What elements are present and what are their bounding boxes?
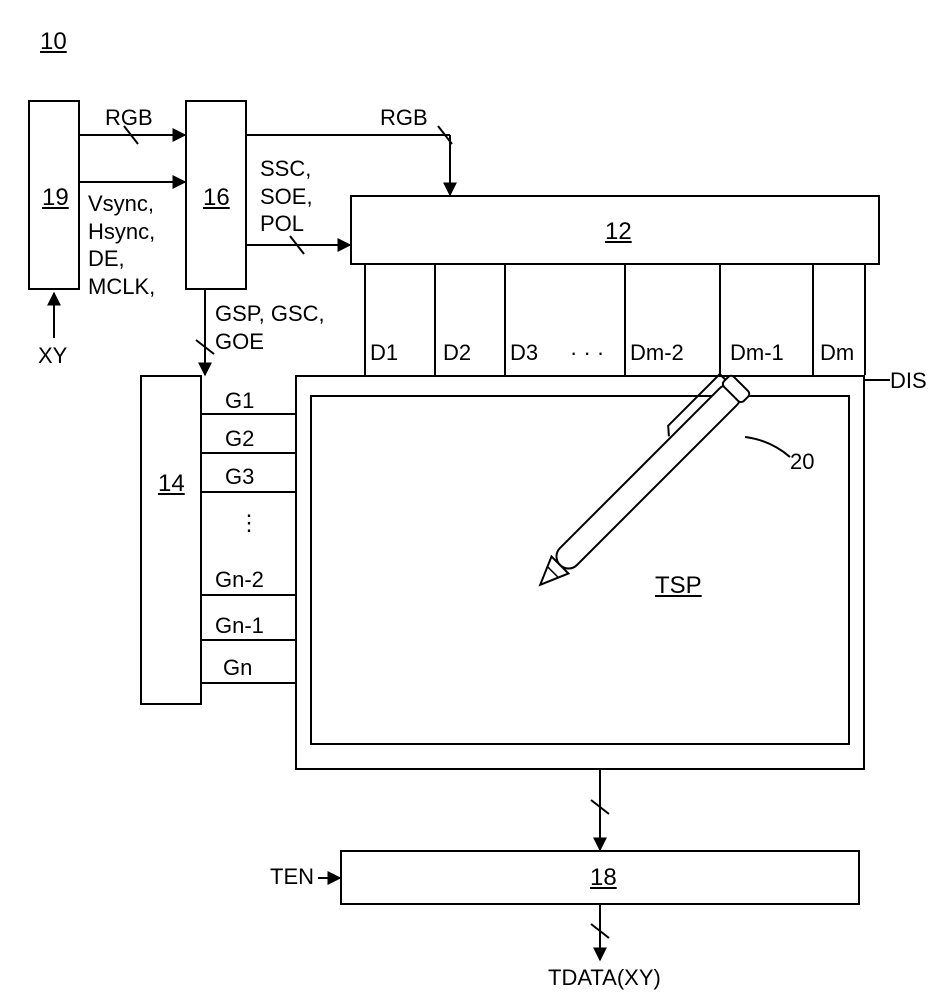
rgb2-label: RGB bbox=[380, 105, 428, 131]
ten-label: TEN bbox=[270, 864, 314, 890]
gate-driver-block bbox=[140, 375, 202, 705]
host-block-label: 19 bbox=[42, 184, 69, 212]
xy-in-label: XY bbox=[38, 343, 67, 369]
touch-screen-panel bbox=[310, 395, 850, 745]
data-driver-label: 12 bbox=[605, 218, 632, 246]
touch-controller-label: 18 bbox=[590, 864, 617, 892]
gsp-label: GSP, GSC, GOE bbox=[215, 300, 325, 355]
dline-dm1: Dm-1 bbox=[730, 340, 784, 366]
gline-dots: ⋮ bbox=[238, 510, 260, 536]
gline-gn1: Gn-1 bbox=[215, 613, 264, 639]
timing-controller-label: 16 bbox=[203, 184, 230, 212]
gate-driver-label: 14 bbox=[158, 470, 185, 498]
gline-g3: G3 bbox=[225, 464, 254, 490]
dline-d2: D2 bbox=[443, 340, 471, 366]
dline-d3: D3 bbox=[510, 340, 538, 366]
rgb1-label: RGB bbox=[105, 105, 153, 131]
gline-gn: Gn bbox=[223, 655, 252, 681]
tsp-label: TSP bbox=[655, 572, 702, 600]
dis-label: DIS bbox=[890, 368, 927, 394]
dline-dm: Dm bbox=[820, 340, 854, 366]
figure-id: 10 bbox=[40, 28, 67, 56]
dline-d1: D1 bbox=[370, 340, 398, 366]
gline-g1: G1 bbox=[225, 388, 254, 414]
dline-dots: · · · bbox=[570, 340, 604, 366]
ssc-label: SSC, SOE, POL bbox=[260, 155, 313, 238]
gline-gn2: Gn-2 bbox=[215, 567, 264, 593]
gline-g2: G2 bbox=[225, 426, 254, 452]
stylus-ref: 20 bbox=[790, 449, 814, 475]
vsync-label: Vsync, Hsync, DE, MCLK, bbox=[88, 190, 155, 300]
tdata-label: TDATA(XY) bbox=[548, 965, 661, 991]
dline-dm2: Dm-2 bbox=[630, 340, 684, 366]
